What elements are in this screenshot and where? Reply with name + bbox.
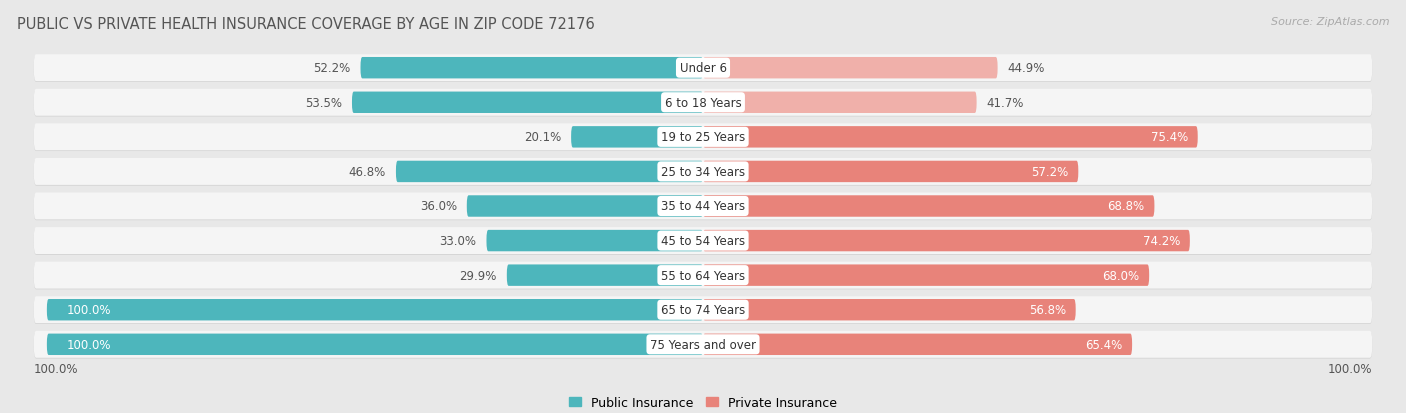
FancyBboxPatch shape bbox=[467, 196, 703, 217]
Text: 35 to 44 Years: 35 to 44 Years bbox=[661, 200, 745, 213]
FancyBboxPatch shape bbox=[34, 124, 1372, 151]
Text: 75 Years and over: 75 Years and over bbox=[650, 338, 756, 351]
Text: 29.9%: 29.9% bbox=[460, 269, 496, 282]
FancyBboxPatch shape bbox=[34, 262, 1372, 289]
Text: 33.0%: 33.0% bbox=[440, 235, 477, 247]
FancyBboxPatch shape bbox=[34, 159, 1372, 186]
FancyBboxPatch shape bbox=[34, 90, 1372, 117]
FancyBboxPatch shape bbox=[46, 299, 703, 320]
Text: 100.0%: 100.0% bbox=[66, 338, 111, 351]
Text: 45 to 54 Years: 45 to 54 Years bbox=[661, 235, 745, 247]
FancyBboxPatch shape bbox=[34, 263, 1372, 290]
Legend: Public Insurance, Private Insurance: Public Insurance, Private Insurance bbox=[564, 391, 842, 413]
Text: 55 to 64 Years: 55 to 64 Years bbox=[661, 269, 745, 282]
Text: 68.8%: 68.8% bbox=[1108, 200, 1144, 213]
FancyBboxPatch shape bbox=[34, 228, 1372, 254]
FancyBboxPatch shape bbox=[34, 56, 1372, 83]
Text: 44.9%: 44.9% bbox=[1008, 62, 1045, 75]
FancyBboxPatch shape bbox=[34, 90, 1372, 116]
FancyBboxPatch shape bbox=[34, 297, 1372, 324]
Text: 100.0%: 100.0% bbox=[34, 362, 79, 375]
FancyBboxPatch shape bbox=[506, 265, 703, 286]
Text: PUBLIC VS PRIVATE HEALTH INSURANCE COVERAGE BY AGE IN ZIP CODE 72176: PUBLIC VS PRIVATE HEALTH INSURANCE COVER… bbox=[17, 17, 595, 31]
FancyBboxPatch shape bbox=[703, 93, 977, 114]
FancyBboxPatch shape bbox=[34, 194, 1372, 221]
FancyBboxPatch shape bbox=[703, 334, 1132, 355]
Text: 65 to 74 Years: 65 to 74 Years bbox=[661, 304, 745, 316]
FancyBboxPatch shape bbox=[34, 159, 1372, 185]
Text: 65.4%: 65.4% bbox=[1085, 338, 1122, 351]
Text: 46.8%: 46.8% bbox=[349, 166, 387, 178]
FancyBboxPatch shape bbox=[703, 299, 1076, 320]
FancyBboxPatch shape bbox=[360, 58, 703, 79]
FancyBboxPatch shape bbox=[486, 230, 703, 252]
Text: 57.2%: 57.2% bbox=[1031, 166, 1069, 178]
Text: 19 to 25 Years: 19 to 25 Years bbox=[661, 131, 745, 144]
FancyBboxPatch shape bbox=[34, 125, 1372, 152]
FancyBboxPatch shape bbox=[396, 161, 703, 183]
Text: 41.7%: 41.7% bbox=[987, 97, 1024, 109]
FancyBboxPatch shape bbox=[571, 127, 703, 148]
Text: Source: ZipAtlas.com: Source: ZipAtlas.com bbox=[1271, 17, 1389, 26]
Text: 20.1%: 20.1% bbox=[524, 131, 561, 144]
Text: 75.4%: 75.4% bbox=[1150, 131, 1188, 144]
FancyBboxPatch shape bbox=[703, 58, 998, 79]
FancyBboxPatch shape bbox=[34, 55, 1372, 82]
Text: Under 6: Under 6 bbox=[679, 62, 727, 75]
Text: 74.2%: 74.2% bbox=[1143, 235, 1180, 247]
FancyBboxPatch shape bbox=[34, 193, 1372, 220]
FancyBboxPatch shape bbox=[34, 297, 1372, 323]
Text: 100.0%: 100.0% bbox=[66, 304, 111, 316]
Text: 52.2%: 52.2% bbox=[314, 62, 350, 75]
Text: 56.8%: 56.8% bbox=[1029, 304, 1066, 316]
FancyBboxPatch shape bbox=[703, 161, 1078, 183]
FancyBboxPatch shape bbox=[703, 196, 1154, 217]
Text: 25 to 34 Years: 25 to 34 Years bbox=[661, 166, 745, 178]
FancyBboxPatch shape bbox=[703, 265, 1149, 286]
Text: 100.0%: 100.0% bbox=[1327, 362, 1372, 375]
Text: 68.0%: 68.0% bbox=[1102, 269, 1139, 282]
FancyBboxPatch shape bbox=[703, 127, 1198, 148]
FancyBboxPatch shape bbox=[352, 93, 703, 114]
FancyBboxPatch shape bbox=[703, 230, 1189, 252]
FancyBboxPatch shape bbox=[34, 331, 1372, 358]
Text: 6 to 18 Years: 6 to 18 Years bbox=[665, 97, 741, 109]
FancyBboxPatch shape bbox=[46, 334, 703, 355]
Text: 53.5%: 53.5% bbox=[305, 97, 342, 109]
FancyBboxPatch shape bbox=[34, 228, 1372, 255]
Text: 36.0%: 36.0% bbox=[420, 200, 457, 213]
FancyBboxPatch shape bbox=[34, 332, 1372, 358]
